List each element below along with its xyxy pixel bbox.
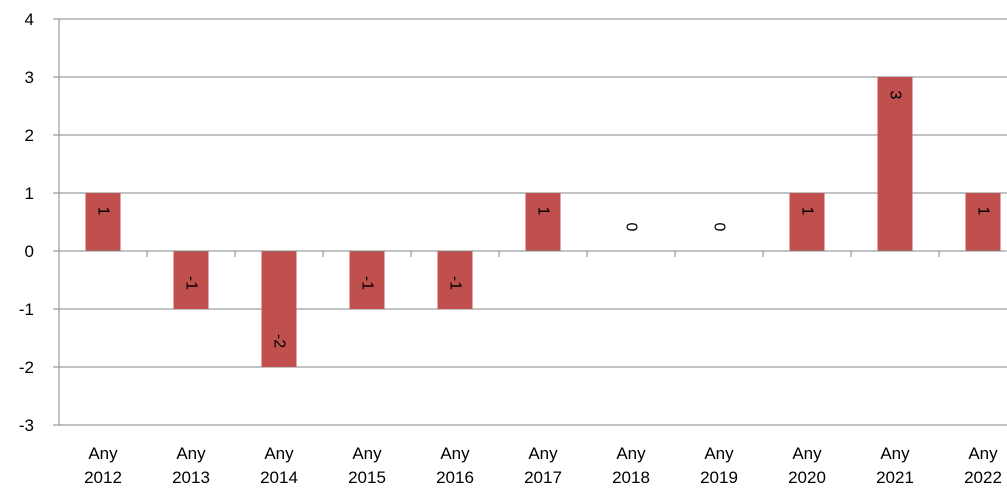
x-tick-label-line: 2015 [348, 468, 386, 487]
bar [525, 193, 561, 251]
data-label: 1 [799, 207, 816, 216]
x-tick-label: Any 2013 [172, 444, 210, 487]
x-tick-label: Any 2020 [788, 444, 826, 487]
data-label: 1 [975, 207, 992, 216]
y-tick-label: 1 [25, 184, 34, 203]
data-label: -1 [359, 276, 376, 290]
bar [437, 251, 473, 309]
x-tick-label: Any 2018 [612, 444, 650, 487]
gridlines [59, 18, 1007, 426]
bar [85, 193, 121, 251]
y-tick-label: 4 [25, 10, 34, 29]
x-tick-label-line: 2021 [876, 468, 914, 487]
bar [173, 251, 209, 309]
x-tick-label-line: Any [528, 444, 558, 463]
x-tick-label: Any 2019 [700, 444, 738, 487]
y-tick-label: 0 [25, 242, 34, 261]
x-tick-label-line: Any [352, 444, 382, 463]
data-label: 0 [623, 223, 640, 232]
data-label: 1 [535, 207, 552, 216]
data-labels: 1 -1 -2 -1 -1 1 0 0 1 3 1 [95, 91, 992, 349]
x-tick-label: Any 2022 [964, 444, 1002, 487]
x-tick-label-line: Any [264, 444, 294, 463]
x-tick-label-line: Any [704, 444, 734, 463]
x-tick-label-line: 2019 [700, 468, 738, 487]
x-tick-label-line: Any [176, 444, 206, 463]
x-tick-label: Any 2016 [436, 444, 474, 487]
data-label: -2 [271, 334, 288, 348]
x-tick-label-line: Any [792, 444, 822, 463]
x-tick-label-line: 2018 [612, 468, 650, 487]
y-axis-tick-labels: -3 -2 -1 0 1 2 3 4 [19, 10, 34, 435]
x-tick-label-line: 2020 [788, 468, 826, 487]
x-tick-label-line: 2013 [172, 468, 210, 487]
x-axis-tick-labels: Any 2012 Any 2013 Any 2014 Any 2015 Any 2016 Any 20… [84, 444, 1002, 487]
x-tick-label-line: Any [440, 444, 470, 463]
x-tick-label-line: Any [880, 444, 910, 463]
x-tick-label-line: 2016 [436, 468, 474, 487]
x-tick-label: Any 2015 [348, 444, 386, 487]
y-tick-label: -1 [19, 300, 34, 319]
data-label: -1 [183, 276, 200, 290]
x-tick-label: Any 2014 [260, 444, 298, 487]
data-label: 0 [711, 223, 728, 232]
axes [53, 18, 1007, 426]
x-tick-label-line: 2017 [524, 468, 562, 487]
x-tick-label-line: Any [968, 444, 998, 463]
data-label: 3 [887, 91, 904, 100]
bar [789, 193, 825, 251]
x-tick-label-line: 2012 [84, 468, 122, 487]
x-tick-label: Any 2021 [876, 444, 914, 487]
y-tick-label: 3 [25, 68, 34, 87]
x-tick-label-line: 2022 [964, 468, 1002, 487]
x-tick-label-line: 2014 [260, 468, 298, 487]
x-tick-label-line: Any [616, 444, 646, 463]
bar [349, 251, 385, 309]
x-tick-label: Any 2012 [84, 444, 122, 487]
y-tick-label: -3 [19, 416, 34, 435]
bar [965, 193, 1001, 251]
data-label: 1 [95, 207, 112, 216]
data-label: -1 [447, 276, 464, 290]
bar [261, 251, 297, 367]
bars [85, 77, 1001, 367]
y-tick-label: 2 [25, 126, 34, 145]
y-tick-label: -2 [19, 358, 34, 377]
x-tick-label: Any 2017 [524, 444, 562, 487]
x-tick-label-line: Any [88, 444, 118, 463]
bar [877, 77, 913, 251]
